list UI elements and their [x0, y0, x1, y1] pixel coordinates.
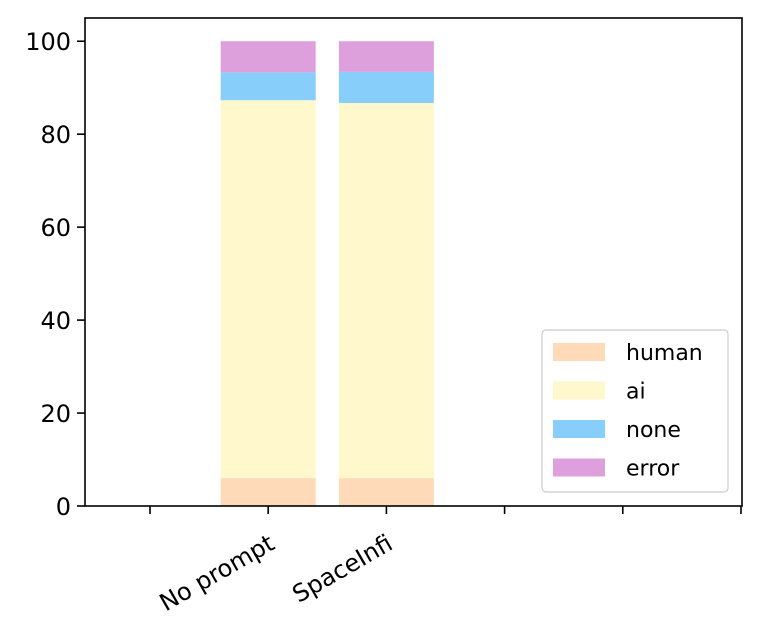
y-tick-label: 40 [40, 307, 71, 335]
y-tick-label: 100 [25, 28, 71, 56]
bar-none-1 [338, 71, 434, 104]
y-tick-label: 20 [40, 400, 71, 428]
bar-none-0 [220, 72, 316, 101]
legend-box [541, 329, 729, 493]
y-tick-label: 0 [56, 493, 71, 521]
bar-error-1 [338, 41, 434, 72]
legend: human ai none error [541, 329, 729, 493]
y-tick-label: 80 [40, 121, 71, 149]
bar-human-0 [220, 478, 316, 506]
bar-ai-0 [220, 100, 316, 479]
bar-error-0 [220, 41, 316, 73]
legend-label-error: error [626, 457, 680, 482]
legend-swatch-ai [553, 381, 605, 400]
legend-swatch-human [553, 343, 605, 361]
bars-group [220, 41, 434, 506]
legend-label-ai: ai [626, 380, 646, 405]
y-axis: 0 20 40 60 80 100 [25, 28, 85, 521]
legend-label-none: none [626, 418, 681, 443]
bar-ai-1 [338, 103, 434, 479]
x-tick-label: No prompt [155, 529, 279, 617]
x-axis: No prompt SpaceInfi [149, 506, 742, 617]
y-tick-label: 60 [40, 214, 71, 242]
x-tick-label: SpaceInfi [288, 529, 398, 609]
legend-swatch-error [553, 458, 605, 477]
legend-swatch-none [553, 420, 605, 438]
legend-label-human: human [626, 341, 703, 366]
bar-human-1 [338, 478, 434, 506]
plot-frame [84, 17, 743, 507]
